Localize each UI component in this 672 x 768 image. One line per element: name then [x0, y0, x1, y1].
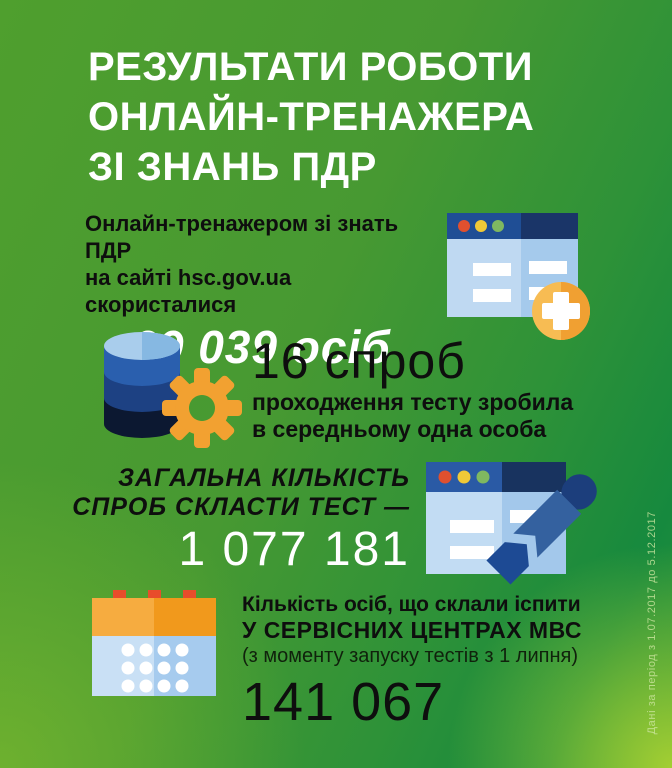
section-service-center-exams: Кількість осіб, що склали іспити У СЕРВІ… — [242, 592, 582, 730]
title-line-2: ОНЛАЙН-ТРЕНАЖЕРА — [88, 95, 535, 139]
section-total-attempts: ЗАГАЛЬНА КІЛЬКІСТЬ СПРОБ СКЛАСТИ ТЕСТ — … — [58, 464, 410, 576]
data-period-footnote: Дані за період з 1.07.2017 до 5.12.2017 — [646, 510, 658, 734]
service-center-caption-line-1: Кількість осіб, що склали іспити — [242, 593, 581, 616]
database-cylinder — [104, 332, 180, 438]
calendar-dots — [121, 643, 189, 693]
title-line-3: ЗІ ЗНАНЬ ПДР — [88, 145, 377, 189]
browser-window-plus-icon — [447, 213, 590, 340]
section-attempts-average: 16 спроб проходження тесту зробила в сер… — [252, 333, 573, 443]
calendar-icon — [92, 590, 216, 696]
service-center-value: 141 067 — [242, 672, 445, 732]
attempts-average-value: 16 спроб — [252, 333, 466, 389]
attempts-average-caption-line-2: в середньому одна особа — [252, 416, 547, 442]
total-attempts-value: 1 077 181 — [178, 523, 410, 576]
trainer-users-caption-line-2: на сайті hsc.gov.ua скористалися — [85, 265, 292, 317]
pencil — [486, 474, 597, 585]
page-title: РЕЗУЛЬТАТИ РОБОТИ ОНЛАЙН-ТРЕНАЖЕРА ЗІ ЗН… — [88, 42, 534, 192]
gear — [162, 368, 242, 448]
title-line-1: РЕЗУЛЬТАТИ РОБОТИ — [88, 45, 533, 89]
total-attempts-caption-line-1: ЗАГАЛЬНА КІЛЬКІСТЬ — [117, 464, 410, 492]
service-center-caption-line-3: (з моменту запуску тестів з 1 липня) — [242, 645, 579, 667]
browser-window-pencil-icon — [426, 462, 597, 585]
trainer-users-caption-line-1: Онлайн-тренажером зі знать ПДР — [85, 211, 399, 263]
service-center-caption-line-2: У СЕРВІСНИХ ЦЕНТРАХ МВС — [242, 617, 582, 643]
attempts-average-caption-line-1: проходження тесту зробила — [252, 389, 574, 415]
total-attempts-caption-line-2: СПРОБ СКЛАСТИ ТЕСТ — — [72, 493, 410, 521]
database-gear-icon — [104, 332, 242, 448]
